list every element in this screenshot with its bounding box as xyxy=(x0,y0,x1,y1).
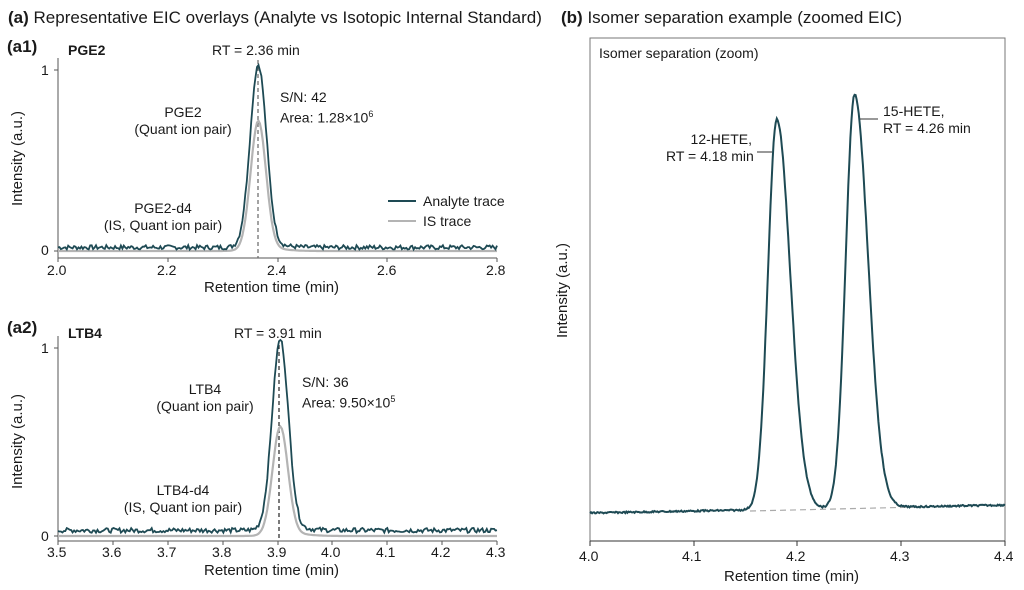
b-peak1-label: 12-HETE, RT = 4.18 min xyxy=(666,131,754,164)
legend-is-label: IS trace xyxy=(423,213,472,229)
a1-analyte-label: PGE2 (Quant ion pair) xyxy=(134,104,232,137)
legend-analyte-label: Analyte trace xyxy=(423,193,505,209)
a2-sn: S/N: 36 xyxy=(302,374,349,390)
b-xtick: 4.2 xyxy=(786,548,806,564)
b-inner-title: Isomer separation (zoom) xyxy=(599,45,759,61)
a1-compound-name: PGE2 xyxy=(68,42,106,58)
a2-is-trace xyxy=(58,424,497,538)
b-xtick: 4.0 xyxy=(579,548,599,564)
b-peak2-label: 15-HETE, RT = 4.26 min xyxy=(883,103,971,136)
a2-sublabel: (a2) xyxy=(7,318,38,337)
b-frame xyxy=(589,37,1006,542)
panel-a-title: (a) Representative EIC overlays (Analyte… xyxy=(8,8,542,28)
panel-b-title: (b) Isomer separation example (zoomed EI… xyxy=(561,8,902,28)
a1-rt-label: RT = 2.36 min xyxy=(212,42,300,58)
a2-axes xyxy=(54,336,498,545)
a1-axes xyxy=(54,58,498,262)
a2-analyte-trace xyxy=(57,338,498,535)
a1-area: Area: 1.28×106 xyxy=(280,109,374,126)
a2-xlabel: Retention time (min) xyxy=(204,562,340,579)
a2-ytick-0: 0 xyxy=(41,528,49,544)
a2-analyte-label: LTB4 (Quant ion pair) xyxy=(156,381,254,414)
a2-xtick: 4.0 xyxy=(321,544,341,560)
a1-xtick: 2.8 xyxy=(486,262,506,278)
a1-xtick: 2.2 xyxy=(157,262,177,278)
a1-ytick-1: 1 xyxy=(41,62,49,78)
a1-ytick-0: 0 xyxy=(41,242,49,258)
b-xtick: 4.3 xyxy=(890,548,910,564)
panel-b-title-text: Isomer separation example (zoomed EIC) xyxy=(587,8,903,27)
b-eic-trace xyxy=(589,93,1006,515)
b-xtick: 4.1 xyxy=(682,548,702,564)
a2-xtick: 3.7 xyxy=(157,544,177,560)
a1-xtick: 2.4 xyxy=(267,262,287,278)
a2-xtick: 3.8 xyxy=(212,544,232,560)
panel-a-letter: (a) xyxy=(8,8,29,27)
a1-xlabel: Retention time (min) xyxy=(204,279,340,296)
a2-stats: S/N: 36 Area: 9.50×105 xyxy=(302,374,395,412)
a1-stats: S/N: 42 Area: 1.28×106 xyxy=(280,89,373,127)
panel-b-letter: (b) xyxy=(561,8,583,27)
b-xtick: 4.4 xyxy=(994,548,1014,564)
a2-rt-label: RT = 3.91 min xyxy=(234,325,322,341)
a1-sn: S/N: 42 xyxy=(280,89,327,105)
a2-compound-name: LTB4 xyxy=(68,325,102,341)
a1-analyte-trace xyxy=(57,62,498,252)
a1-xtick: 2.0 xyxy=(47,262,67,278)
a2-area: Area: 9.50×105 xyxy=(302,394,396,411)
panel-a-title-text: Representative EIC overlays (Analyte vs … xyxy=(33,8,542,27)
a2-xtick: 4.1 xyxy=(376,544,396,560)
b-baseline-dash xyxy=(749,506,921,512)
a2-is-label: LTB4-d4 (IS, Quant ion pair) xyxy=(123,482,243,515)
a2-ytick-1: 1 xyxy=(41,340,49,356)
a2-xtick: 3.5 xyxy=(47,544,67,560)
a2-xtick: 4.3 xyxy=(486,544,506,560)
a1-is-label: PGE2-d4 (IS, Quant ion pair) xyxy=(103,200,223,233)
a2-xtick: 4.2 xyxy=(431,544,451,560)
a2-xtick: 3.6 xyxy=(102,544,122,560)
a1-sublabel: (a1) xyxy=(7,37,38,56)
a1-xtick: 2.6 xyxy=(377,262,397,278)
a2-xtick: 3.9 xyxy=(267,544,287,560)
a1-is-trace xyxy=(58,118,497,253)
b-xlabel: Retention time (min) xyxy=(724,568,860,585)
b-xticks xyxy=(589,541,1006,546)
